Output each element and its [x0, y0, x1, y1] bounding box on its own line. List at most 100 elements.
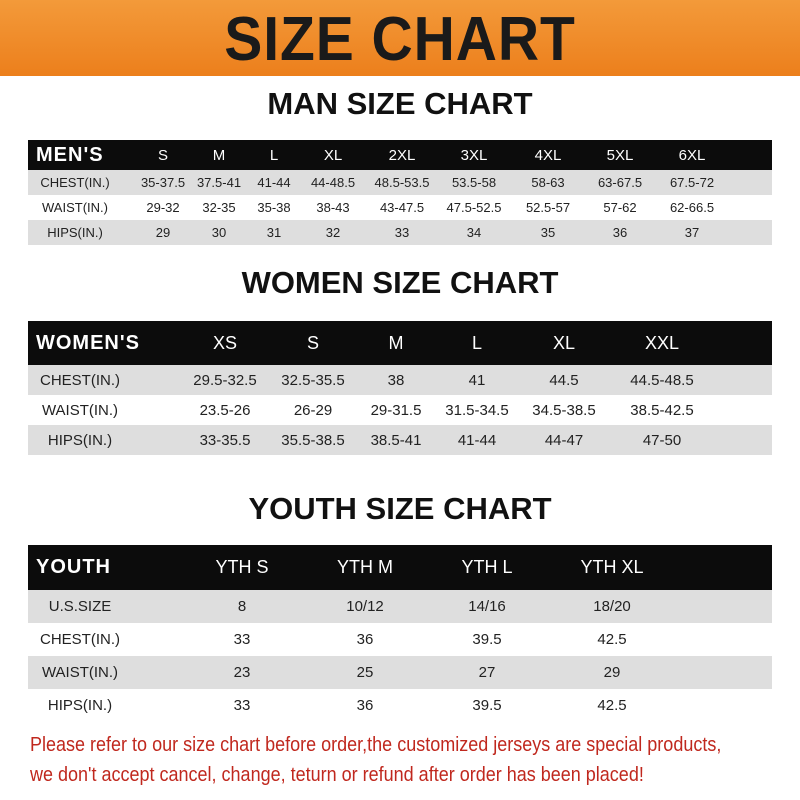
measurement-cell: 27 [478, 664, 496, 681]
measurement-cell: 47.5-52.5 [446, 200, 502, 215]
men-size-table: MEN'S S M L XL 2XL 3XL 4XL 5XL 6XL CHEST(IN.) 35-37… [28, 140, 772, 245]
table-header-row: MEN'S S M L XL 2XL 3XL 4XL 5XL 6XL [28, 140, 772, 170]
measurement-cell: 35-38 [257, 200, 291, 215]
order-notice-line-1: Please refer to our size chart before or… [30, 734, 722, 756]
measurement-cell: 29 [603, 664, 621, 681]
table-title-cell: MEN'S [36, 143, 104, 166]
measurement-cell: 31 [266, 225, 282, 240]
size-header: XS [212, 332, 238, 353]
table-row: HIPS(IN.) 33 36 39.5 42.5 [28, 689, 772, 722]
measurement-cell: 39.5 [472, 697, 502, 714]
row-label: WAIST(IN.) [41, 664, 119, 681]
table-title-cell: YOUTH [36, 556, 111, 578]
measurement-cell: 44.5-48.5 [630, 371, 694, 389]
measurement-cell: 30 [211, 225, 227, 240]
table-row: WAIST(IN.) 23.5-26 26-29 29-31.5 31.5-34.5 34… [28, 395, 772, 425]
title-banner: SIZE CHART [0, 0, 800, 76]
order-notice-line-2: we don't accept cancel, change, teturn o… [30, 764, 644, 786]
size-header: 4XL [534, 146, 562, 164]
measurement-cell: 42.5 [597, 697, 627, 714]
measurement-cell: 14/16 [468, 598, 506, 615]
measurement-cell: 18/20 [593, 598, 631, 615]
measurement-cell: 33 [233, 697, 251, 714]
row-label: CHEST(IN.) [40, 371, 120, 389]
women-size-table: WOMEN'S XS S M L XL XXL CHEST(IN.) 29.5-32.5 32.5… [28, 321, 772, 455]
table-row: HIPS(IN.) 29 30 31 32 33 34 35 36 37 [28, 220, 772, 245]
measurement-cell: 33 [394, 225, 410, 240]
measurement-cell: 41-44 [257, 175, 291, 190]
measurement-cell: 43-47.5 [379, 200, 425, 215]
size-header: YTH L [461, 557, 513, 577]
measurement-cell: 23 [233, 664, 251, 681]
size-header: M [212, 146, 226, 164]
measurement-cell: 38.5-41 [370, 431, 422, 449]
row-label: CHEST(IN.) [40, 631, 120, 648]
measurement-cell: 38-43 [316, 200, 350, 215]
size-header: 5XL [606, 146, 634, 164]
measurement-cell: 41-44 [457, 431, 497, 449]
youth-size-table: YOUTH YTH S YTH M YTH L YTH XL U.S.SIZE 8 10/12… [28, 545, 772, 722]
measurement-cell: 32.5-35.5 [281, 371, 345, 389]
measurement-cell: 29-31.5 [370, 401, 422, 419]
measurement-cell: 63-67.5 [597, 175, 643, 190]
size-header: S [157, 146, 169, 164]
measurement-cell: 34.5-38.5 [532, 401, 596, 419]
size-header: M [388, 332, 404, 353]
measurement-cell: 44-47 [544, 431, 584, 449]
measurement-cell: 36 [356, 631, 374, 648]
measurement-cell: 48.5-53.5 [374, 175, 430, 190]
size-header: 2XL [388, 146, 416, 164]
measurement-cell: 35 [540, 225, 556, 240]
measurement-cell: 26-29 [293, 401, 333, 419]
size-header: L [471, 332, 483, 353]
row-label: HIPS(IN.) [47, 225, 103, 240]
measurement-cell: 58-63 [531, 175, 565, 190]
table-row: CHEST(IN.) 35-37.5 37.5-41 41-44 44-48.5 48.5… [28, 170, 772, 195]
measurement-cell: 10/12 [346, 598, 384, 615]
table-header-row: WOMEN'S XS S M L XL XXL [28, 321, 772, 365]
measurement-cell: 29.5-32.5 [193, 371, 257, 389]
measurement-cell: 57-62 [603, 200, 637, 215]
measurement-cell: 38.5-42.5 [630, 401, 694, 419]
row-label: HIPS(IN.) [47, 697, 113, 714]
measurement-cell: 53.5-58 [451, 175, 497, 190]
page-title: SIZE CHART [224, 5, 576, 74]
table-row: CHEST(IN.) 29.5-32.5 32.5-35.5 38 41 44.5 44.5… [28, 365, 772, 395]
table-row: WAIST(IN.) 29-32 32-35 35-38 38-43 43-47.5 47.… [28, 195, 772, 220]
men-section-title: MAN SIZE CHART [267, 86, 533, 121]
measurement-cell: 25 [356, 664, 374, 681]
measurement-cell: 36 [612, 225, 628, 240]
women-section-title: WOMEN SIZE CHART [241, 265, 559, 300]
size-header: S [306, 332, 320, 353]
size-header: L [269, 146, 279, 164]
measurement-cell: 29 [155, 225, 171, 240]
measurement-cell: 44-48.5 [310, 175, 356, 190]
row-label: HIPS(IN.) [47, 431, 113, 449]
measurement-cell: 34 [466, 225, 482, 240]
measurement-cell: 62-66.5 [669, 200, 715, 215]
row-label: WAIST(IN.) [41, 401, 119, 419]
measurement-cell: 33-35.5 [199, 431, 251, 449]
table-title-cell: WOMEN'S [36, 331, 140, 354]
table-header-row: YOUTH YTH S YTH M YTH L YTH XL [28, 545, 772, 590]
measurement-cell: 67.5-72 [669, 175, 715, 190]
measurement-cell: 23.5-26 [199, 401, 251, 419]
measurement-cell: 36 [356, 697, 374, 714]
row-label: CHEST(IN.) [40, 175, 110, 190]
measurement-cell: 37 [684, 225, 700, 240]
measurement-cell: 35.5-38.5 [281, 431, 345, 449]
row-label: U.S.SIZE [48, 598, 112, 615]
table-row: WAIST(IN.) 23 25 27 29 [28, 656, 772, 689]
measurement-cell: 37.5-41 [196, 175, 242, 190]
measurement-cell: 35-37.5 [140, 175, 186, 190]
size-header: YTH S [215, 557, 269, 577]
size-header: XL [323, 146, 343, 164]
measurement-cell: 33 [233, 631, 251, 648]
measurement-cell: 29-32 [146, 200, 180, 215]
measurement-cell: 52.5-57 [525, 200, 571, 215]
size-header: YTH XL [580, 557, 644, 577]
youth-section-title: YOUTH SIZE CHART [248, 491, 552, 526]
table-row: HIPS(IN.) 33-35.5 35.5-38.5 38.5-41 41-44 44-… [28, 425, 772, 455]
measurement-cell: 47-50 [642, 431, 682, 449]
size-header: XXL [644, 332, 680, 353]
